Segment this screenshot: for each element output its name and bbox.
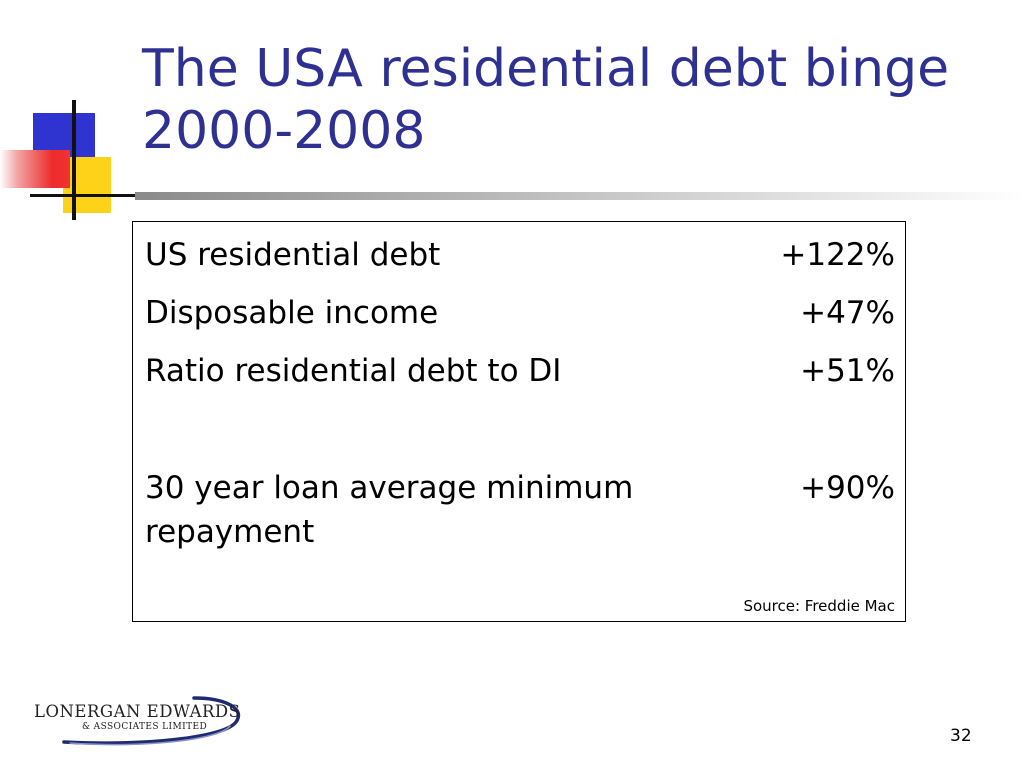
title-divider <box>135 192 1024 200</box>
logo-swoosh-icon <box>62 696 240 746</box>
yellow-square-decoration <box>63 157 111 213</box>
row-value: +47% <box>800 295 895 331</box>
row-label: Disposable income <box>145 295 439 331</box>
row-label: US residential debt <box>145 237 441 273</box>
red-gradient-decoration <box>0 150 70 188</box>
statistics-table: US residential debt +122% Disposable inc… <box>132 221 906 622</box>
logo-sub-text: & ASSOCIATES LIMITED <box>82 722 208 732</box>
vertical-line-decoration <box>72 100 76 220</box>
row-label: 30 year loan average minimum repayment <box>145 470 634 550</box>
logo-main-text: LONERGAN EDWARDS <box>34 702 241 721</box>
page-number: 32 <box>950 726 972 746</box>
corner-ornament <box>0 95 140 225</box>
source-note: Source: Freddie Mac <box>743 597 895 615</box>
row-value: +90% <box>800 470 895 506</box>
row-value: +51% <box>800 353 895 389</box>
company-logo: LONERGAN EDWARDS & ASSOCIATES LIMITED <box>24 688 244 746</box>
row-value: +122% <box>780 237 895 273</box>
row-label: Ratio residential debt to DI <box>145 353 562 389</box>
horizontal-line-decoration <box>30 194 140 197</box>
slide-title: The USA residential debt binge 2000-2008 <box>142 39 950 161</box>
